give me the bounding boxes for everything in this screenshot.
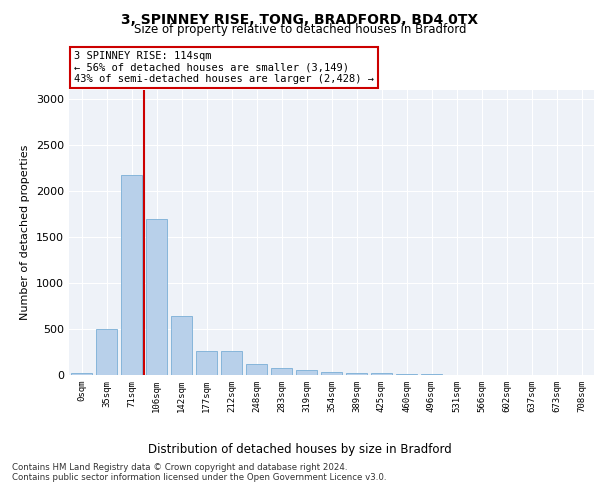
Bar — [346, 372, 367, 375]
Bar — [296, 370, 317, 375]
Text: 3 SPINNEY RISE: 114sqm
← 56% of detached houses are smaller (3,149)
43% of semi-: 3 SPINNEY RISE: 114sqm ← 56% of detached… — [74, 51, 374, 84]
Bar — [121, 174, 142, 375]
Text: Contains HM Land Registry data © Crown copyright and database right 2024.
Contai: Contains HM Land Registry data © Crown c… — [12, 462, 386, 482]
Bar — [271, 368, 292, 375]
Text: Distribution of detached houses by size in Bradford: Distribution of detached houses by size … — [148, 442, 452, 456]
Text: Size of property relative to detached houses in Bradford: Size of property relative to detached ho… — [134, 24, 466, 36]
Y-axis label: Number of detached properties: Number of detached properties — [20, 145, 31, 320]
Bar — [321, 372, 342, 375]
Text: 3, SPINNEY RISE, TONG, BRADFORD, BD4 0TX: 3, SPINNEY RISE, TONG, BRADFORD, BD4 0TX — [121, 12, 479, 26]
Bar — [221, 351, 242, 375]
Bar — [396, 374, 417, 375]
Bar — [171, 316, 192, 375]
Bar — [71, 373, 92, 375]
Bar — [146, 218, 167, 375]
Bar — [196, 351, 217, 375]
Bar — [371, 373, 392, 375]
Bar — [421, 374, 442, 375]
Bar — [246, 364, 267, 375]
Bar — [96, 329, 117, 375]
